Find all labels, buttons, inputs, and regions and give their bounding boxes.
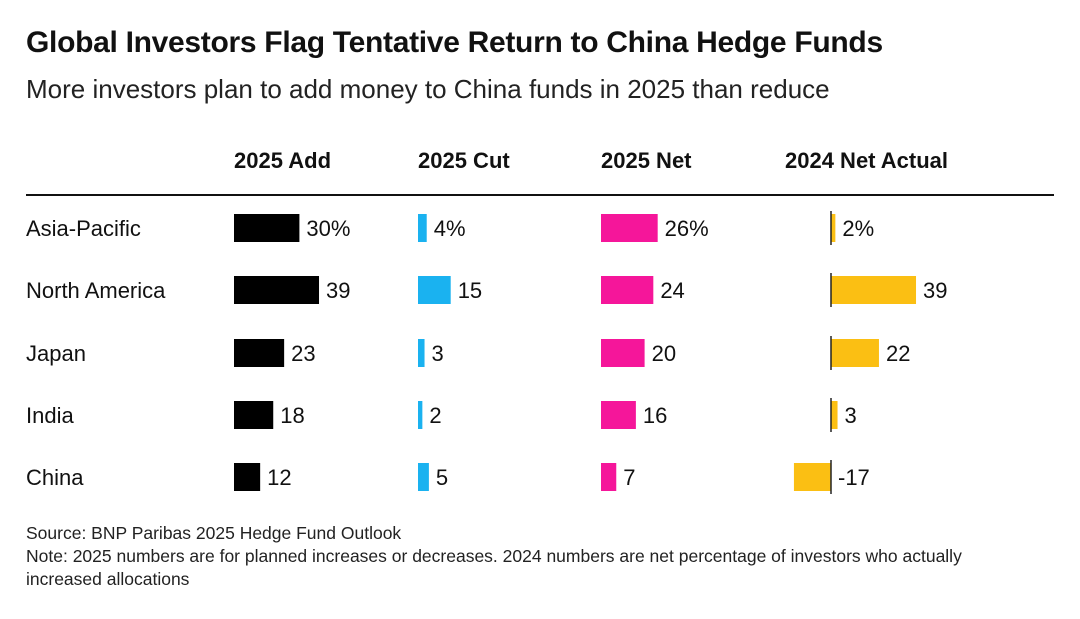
- data-label-2025-net-india: 16: [643, 403, 667, 428]
- data-label-2025-cut-india: 2: [429, 403, 441, 428]
- data-label-2025-net-china: 7: [623, 465, 635, 490]
- row-label-india: India: [26, 403, 74, 428]
- bar-2025-cut-japan: [418, 339, 425, 367]
- bar-2025-net-north-america: [601, 276, 654, 304]
- bar-2024-net-actual-north-america: [831, 276, 917, 304]
- bar-2025-cut-north-america: [418, 276, 451, 304]
- bar-2024-net-actual-china: [793, 463, 831, 491]
- data-label-2025-add-china: 12: [267, 465, 291, 490]
- bar-2025-add-asia-pacific: [234, 214, 300, 242]
- data-label-2024-net-actual-india: 3: [845, 403, 857, 428]
- data-label-2025-net-japan: 20: [652, 341, 676, 366]
- column-header-2025-add: 2025 Add: [234, 148, 331, 173]
- bar-2025-net-asia-pacific: [601, 214, 658, 242]
- bar-2025-cut-india: [418, 401, 423, 429]
- bar-2025-add-north-america: [234, 276, 320, 304]
- data-label-2024-net-actual-north-america: 39: [923, 278, 947, 303]
- data-label-2025-net-asia-pacific: 26%: [665, 216, 709, 241]
- data-label-2025-cut-north-america: 15: [458, 278, 482, 303]
- data-label-2024-net-actual-japan: 22: [886, 341, 910, 366]
- bar-2025-net-china: [601, 463, 617, 491]
- row-label-asia-pacific: Asia-Pacific: [26, 216, 141, 241]
- column-header-2025-cut: 2025 Cut: [418, 148, 510, 173]
- source-note: Source: BNP Paribas 2025 Hedge Fund Outl…: [26, 523, 402, 543]
- data-label-2025-add-india: 18: [280, 403, 304, 428]
- bar-2025-net-japan: [601, 339, 645, 367]
- data-label-2025-cut-japan: 3: [432, 341, 444, 366]
- column-header-2024-net-actual: 2024 Net Actual: [785, 148, 948, 173]
- chart-subtitle: More investors plan to add money to Chin…: [26, 74, 830, 104]
- methodology-note: Note: 2025 numbers are for planned incre…: [26, 546, 962, 589]
- row-label-china: China: [26, 465, 84, 490]
- bar-2024-net-actual-japan: [831, 339, 879, 367]
- data-label-2025-add-asia-pacific: 30%: [306, 216, 350, 241]
- data-label-2024-net-actual-asia-pacific: 2%: [842, 216, 874, 241]
- bar-2024-net-actual-india: [831, 401, 838, 429]
- data-label-2024-net-actual-china: -17: [838, 465, 870, 490]
- bar-2025-net-india: [601, 401, 636, 429]
- bar-2024-net-actual-asia-pacific: [831, 214, 836, 242]
- row-label-japan: Japan: [26, 341, 86, 366]
- bar-2025-cut-asia-pacific: [418, 214, 427, 242]
- data-label-2025-add-japan: 23: [291, 341, 315, 366]
- data-label-2025-add-north-america: 39: [326, 278, 350, 303]
- bar-2025-add-india: [234, 401, 274, 429]
- data-label-2025-cut-asia-pacific: 4%: [434, 216, 466, 241]
- chart-footer: Source: BNP Paribas 2025 Hedge Fund Outl…: [26, 522, 1026, 591]
- data-label-2025-net-north-america: 24: [660, 278, 684, 303]
- column-header-2025-net: 2025 Net: [601, 148, 692, 173]
- data-label-2025-cut-china: 5: [436, 465, 448, 490]
- chart-title: Global Investors Flag Tentative Return t…: [26, 26, 883, 59]
- bar-2025-cut-china: [418, 463, 429, 491]
- row-label-north-america: North America: [26, 278, 166, 303]
- bar-2025-add-china: [234, 463, 261, 491]
- bar-2025-add-japan: [234, 339, 285, 367]
